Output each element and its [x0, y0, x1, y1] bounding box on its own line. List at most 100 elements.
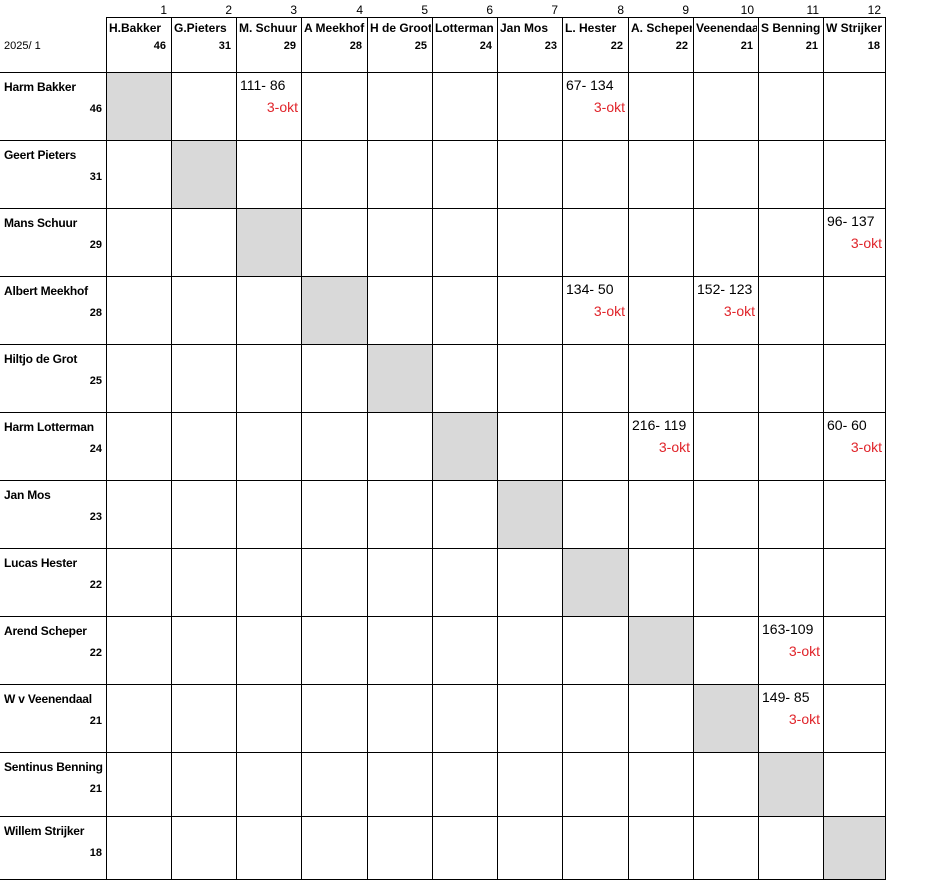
row-header-name: Jan Mos — [4, 488, 51, 502]
grid-line — [0, 72, 886, 73]
column-header-name: H.Bakker — [109, 21, 162, 35]
column-number: 10 — [740, 3, 754, 17]
row-header-score: 46 — [89, 103, 102, 115]
grid-line — [236, 17, 237, 880]
column-header-score: 25 — [414, 40, 427, 52]
column-header-name: M. Schuur — [239, 21, 298, 35]
column-header-name: S Benning — [761, 21, 821, 35]
column-number: 4 — [356, 3, 363, 17]
match-date: 3-okt — [788, 711, 820, 727]
column-header-score: 22 — [610, 40, 623, 52]
diagonal-cell — [236, 208, 301, 276]
row-header-score: 25 — [89, 375, 102, 387]
match-date: 3-okt — [593, 99, 625, 115]
diagonal-cell — [301, 276, 367, 344]
diagonal-cell — [628, 616, 693, 684]
row-header-name: Sentinus Benning — [4, 760, 103, 774]
column-number: 7 — [551, 3, 558, 17]
grid-line — [106, 17, 107, 880]
grid-line — [693, 17, 694, 880]
match-date: 3-okt — [266, 99, 298, 115]
grid-line — [0, 276, 886, 277]
grid-line — [171, 17, 172, 880]
match-score: 149- 85 — [762, 689, 810, 705]
match-date: 3-okt — [788, 643, 820, 659]
column-header-name: A. Scheper — [631, 21, 692, 35]
grid-line — [0, 752, 886, 753]
column-header-score: 28 — [349, 40, 362, 52]
row-header-name: Geert Pieters — [4, 148, 77, 162]
match-date: 3-okt — [658, 439, 690, 455]
column-header-name: A Meekhof — [304, 21, 365, 35]
column-header-name: W Strijker — [826, 21, 883, 35]
column-number: 3 — [290, 3, 297, 17]
grid-line — [562, 17, 563, 880]
grid-line — [497, 17, 498, 880]
diagonal-cell — [758, 752, 823, 816]
match-score: 111- 86 — [240, 77, 286, 93]
grid-line — [0, 879, 886, 880]
column-header-score: 21 — [805, 40, 818, 52]
row-header-score: 28 — [89, 307, 102, 319]
column-number: 9 — [682, 3, 689, 17]
match-date: 3-okt — [850, 235, 882, 251]
row-header-name: Lucas Hester — [4, 556, 77, 570]
grid-line — [0, 208, 886, 209]
row-header-name: Mans Schuur — [4, 216, 78, 230]
diagonal-cell — [497, 480, 562, 548]
column-header-score: 23 — [544, 40, 557, 52]
diagonal-cell — [367, 344, 432, 412]
row-header-name: W v Veenendaal — [4, 692, 92, 706]
grid-line — [367, 17, 368, 880]
row-header-name: Willem Strijker — [4, 824, 85, 838]
grid-line — [0, 140, 886, 141]
row-header-name: Albert Meekhof — [4, 284, 88, 298]
column-header-score: 46 — [153, 40, 166, 52]
match-score: 67- 134 — [566, 77, 614, 93]
grid-line — [0, 548, 886, 549]
grid-line — [628, 17, 629, 880]
row-header-score: 23 — [89, 511, 102, 523]
diagonal-cell — [106, 72, 171, 140]
grid-line — [0, 344, 886, 345]
row-header-score: 22 — [89, 579, 102, 591]
column-number: 12 — [867, 3, 881, 17]
match-score: 163-109 — [762, 621, 814, 637]
diagonal-cell — [432, 412, 497, 480]
grid-line — [0, 616, 886, 617]
diagonal-cell — [823, 816, 885, 879]
column-header-score: 21 — [740, 40, 753, 52]
row-header-score: 29 — [89, 239, 102, 251]
grid-line — [0, 816, 886, 817]
column-number: 1 — [160, 3, 167, 17]
diagonal-cell — [171, 140, 236, 208]
grid-line — [106, 17, 886, 18]
column-header-name: L. Hester — [565, 21, 617, 35]
column-header-name: Jan Mos — [500, 21, 549, 35]
column-header-name: Veenendaal — [696, 21, 757, 35]
column-header-score: 18 — [867, 40, 880, 52]
grid-line — [432, 17, 433, 880]
match-date: 3-okt — [723, 303, 755, 319]
row-header-score: 22 — [89, 647, 102, 659]
column-number: 6 — [486, 3, 493, 17]
column-header-score: 29 — [283, 40, 296, 52]
match-score: 152- 123 — [697, 281, 753, 297]
match-date: 3-okt — [593, 303, 625, 319]
diagonal-cell — [693, 684, 758, 752]
column-header-name: Lotterman — [435, 21, 494, 35]
grid-line — [758, 17, 759, 880]
column-header-name: G.Pieters — [174, 21, 227, 35]
column-header-score: 24 — [479, 40, 492, 52]
row-header-score: 18 — [89, 847, 102, 859]
match-score: 96- 137 — [827, 213, 875, 229]
match-score: 134- 50 — [566, 281, 614, 297]
column-header-score: 31 — [218, 40, 231, 52]
grid-line — [301, 17, 302, 880]
row-header-score: 21 — [89, 783, 102, 795]
row-header-score: 21 — [89, 715, 102, 727]
row-header-name: Arend Scheper — [4, 624, 87, 638]
column-number: 11 — [806, 3, 819, 17]
diagonal-cell — [562, 548, 628, 616]
